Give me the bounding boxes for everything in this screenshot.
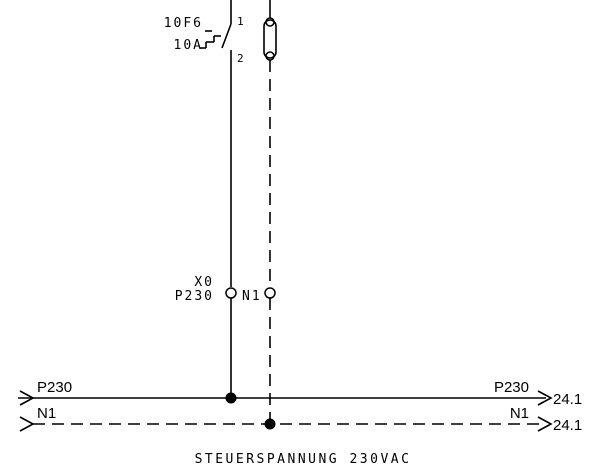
neutral-junction-dot xyxy=(264,418,276,430)
breaker-tag: 10F6 xyxy=(164,16,203,31)
phase-bus-left-label: P230 xyxy=(37,379,72,396)
neutral-bus-left-label: N1 xyxy=(37,405,56,422)
terminal-phase-label: P230 xyxy=(175,289,214,304)
neutral-bus-left-arrow xyxy=(19,416,35,432)
neutral-link-symbol xyxy=(263,17,277,61)
breaker-pin-bottom: 2 xyxy=(237,52,244,65)
phase-bus-right-label: P230 xyxy=(494,379,529,396)
phase-bus-ref: 24.1 xyxy=(553,391,582,408)
breaker-rating: 10A xyxy=(174,38,203,53)
phase-bus-right-arrow xyxy=(537,390,553,406)
phase-junction-dot xyxy=(225,392,237,404)
terminal-neutral-label: N1 xyxy=(242,289,262,304)
neutral-bus-right-label: N1 xyxy=(510,405,529,422)
diagram-caption: STEUERSPANNUNG 230VAC xyxy=(195,452,412,467)
terminal-neutral-circle xyxy=(264,287,276,299)
breaker-pin-top: 1 xyxy=(237,15,244,28)
neutral-bus-right-arrow xyxy=(537,416,553,432)
phase-bus-left-arrow xyxy=(19,390,35,406)
terminal-strip-label: X0 xyxy=(194,275,214,290)
neutral-bus-ref: 24.1 xyxy=(553,417,582,434)
circuit-breaker-symbol xyxy=(200,23,232,49)
terminal-phase-circle xyxy=(225,287,237,299)
